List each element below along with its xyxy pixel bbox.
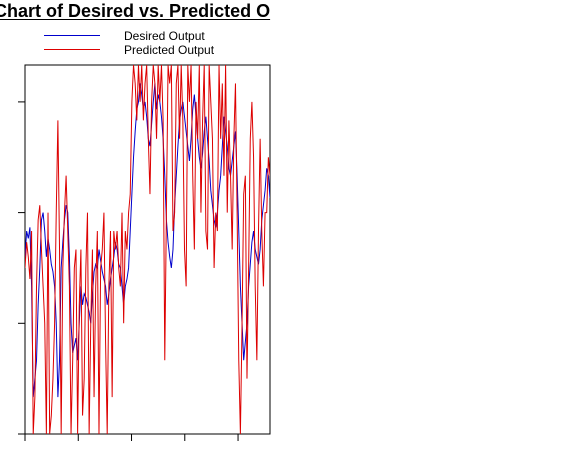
legend-swatch-desired xyxy=(44,35,100,36)
chart-title: Chart of Desired vs. Predicted O xyxy=(0,1,271,21)
legend: Desired Output Predicted Output xyxy=(44,29,244,59)
legend-label-predicted: Predicted Output xyxy=(124,43,215,57)
series-line-desired xyxy=(25,83,270,398)
legend-label-desired: Desired Output xyxy=(124,29,205,43)
x-axis-ticks xyxy=(24,434,239,441)
legend-item-predicted: Predicted Output xyxy=(44,43,244,57)
legend-swatch-predicted xyxy=(44,49,100,50)
y-axis-ticks xyxy=(18,101,25,435)
legend-item-desired: Desired Output xyxy=(44,29,244,43)
series-line-predicted xyxy=(25,65,270,434)
series-lines xyxy=(25,65,270,434)
